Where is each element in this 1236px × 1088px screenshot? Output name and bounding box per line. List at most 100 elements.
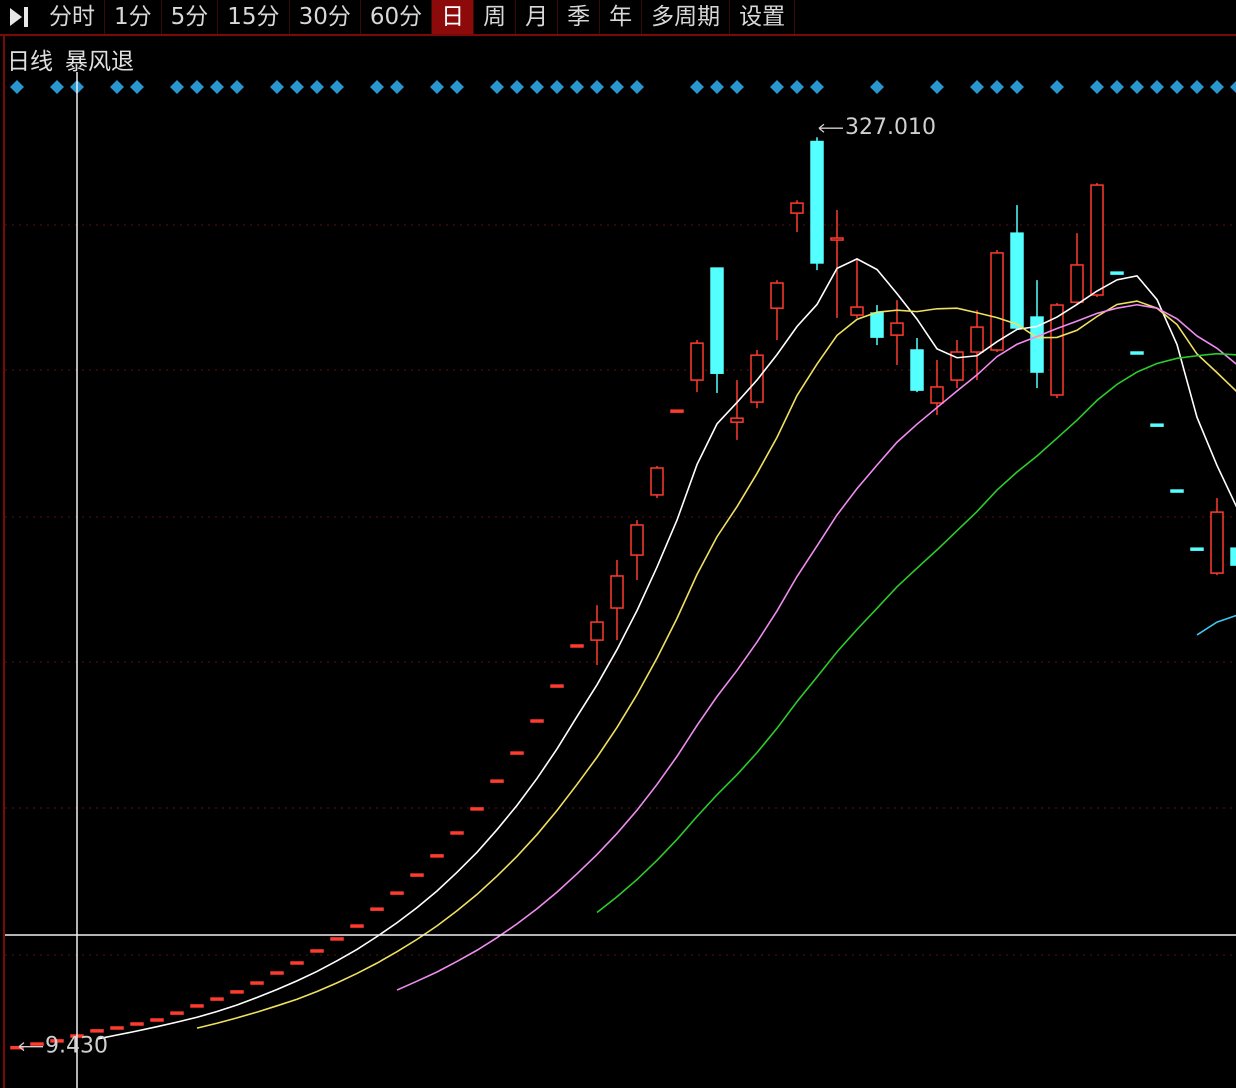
toolbar: 分时 1分 5分 15分 30分 60分日周月季年多周期 设置: [0, 0, 1236, 36]
moving-average-line: [596, 352, 1236, 914]
candle-body: [1170, 489, 1184, 493]
header: 日线 暴风退: [7, 42, 146, 76]
candle-body: [870, 312, 884, 338]
signal-marker: [970, 80, 984, 94]
candle-body: [90, 1029, 104, 1033]
candle-body: [710, 267, 724, 374]
candle-body: [110, 1026, 124, 1030]
candle-body: [370, 907, 384, 911]
period-tab[interactable]: 设置: [730, 0, 796, 34]
candle-body: [1130, 351, 1144, 355]
period-tab[interactable]: 季: [558, 0, 601, 34]
signal-marker: [870, 80, 884, 94]
candle-body: [530, 719, 544, 723]
candle-body: [250, 981, 264, 985]
candle-body: [930, 386, 944, 404]
signal-marker: [210, 80, 224, 94]
moving-average-line: [396, 303, 1236, 991]
signal-marker: [50, 80, 64, 94]
plot-area: [10, 137, 1236, 1050]
period-label: 日线: [7, 49, 53, 75]
signal-marker: [450, 80, 464, 94]
candle-body: [1010, 232, 1024, 329]
signal-marker: [730, 80, 744, 94]
candle-body: [1030, 316, 1044, 373]
signal-marker: [230, 80, 244, 94]
candle-body: [330, 937, 344, 941]
candle-body: [10, 1045, 24, 1050]
candle-body: [1110, 271, 1124, 275]
period-tab[interactable]: 日: [432, 0, 475, 34]
candle-body: [230, 990, 244, 994]
candle-body: [890, 322, 904, 336]
candle-body: [150, 1018, 164, 1022]
candle-body: [1090, 184, 1104, 296]
period-tab[interactable]: 周: [474, 0, 517, 34]
period-tab[interactable]: 年: [600, 0, 643, 34]
period-tab[interactable]: 30分: [290, 0, 361, 34]
signal-marker: [1130, 80, 1144, 94]
period-tab[interactable]: 分时: [40, 0, 105, 34]
candle-body: [170, 1011, 184, 1015]
candle-body: [630, 524, 644, 556]
signal-marker: [270, 80, 284, 94]
candle-body: [1230, 547, 1236, 566]
candle-body: [670, 409, 684, 413]
signal-marker: [110, 80, 124, 94]
candle-body: [50, 1039, 64, 1043]
candle-body: [1150, 423, 1164, 427]
candle-body: [690, 342, 704, 381]
period-tab[interactable]: 月: [516, 0, 559, 34]
candle-body: [770, 282, 784, 309]
candle-body: [550, 684, 564, 688]
signal-marker: [690, 80, 704, 94]
period-tab[interactable]: 1分: [105, 0, 162, 34]
signal-marker: [930, 80, 944, 94]
signal-marker: [170, 80, 184, 94]
period-tab[interactable]: 60分: [361, 0, 433, 34]
signal-marker: [490, 80, 504, 94]
signal-marker: [1110, 80, 1124, 94]
period-tab[interactable]: 5分: [162, 0, 219, 34]
signal-marker: [290, 80, 304, 94]
candle-body: [650, 467, 664, 496]
signal-marker: [330, 80, 344, 94]
signal-marker: [590, 80, 604, 94]
toggle-icon[interactable]: [0, 0, 40, 34]
candle-body: [1210, 511, 1224, 574]
crosshair: [5, 72, 1236, 1088]
signal-marker: [390, 80, 404, 94]
candle-body: [830, 237, 844, 241]
candle-body: [970, 326, 984, 353]
annotation-arrow: [18, 1042, 43, 1052]
signal-marker: [10, 80, 24, 94]
signal-marker: [610, 80, 624, 94]
signal-marker: [1170, 80, 1184, 94]
period-tab[interactable]: 多周期: [642, 0, 731, 34]
indicator-label: 暴风退: [65, 49, 134, 75]
candle-body: [210, 997, 224, 1001]
candle-body: [470, 807, 484, 811]
signal-row: [10, 80, 1236, 94]
signal-marker: [530, 80, 544, 94]
candle-body: [310, 949, 324, 953]
signal-marker: [790, 80, 804, 94]
candle-body: [590, 621, 604, 641]
signal-marker: [310, 80, 324, 94]
candle-body: [510, 751, 524, 755]
candle-body: [810, 140, 824, 264]
candle-body: [450, 831, 464, 835]
candle-body: [270, 971, 284, 975]
candle-body: [1190, 547, 1204, 551]
signal-marker: [130, 80, 144, 94]
period-tab[interactable]: 15分: [218, 0, 290, 34]
candle-body: [350, 924, 364, 928]
candle-body: [430, 854, 444, 858]
candle-body: [130, 1022, 144, 1026]
candle-body: [1070, 264, 1084, 303]
signal-marker: [190, 80, 204, 94]
signal-marker: [370, 80, 384, 94]
annotation-label: 9.430: [45, 1034, 108, 1059]
